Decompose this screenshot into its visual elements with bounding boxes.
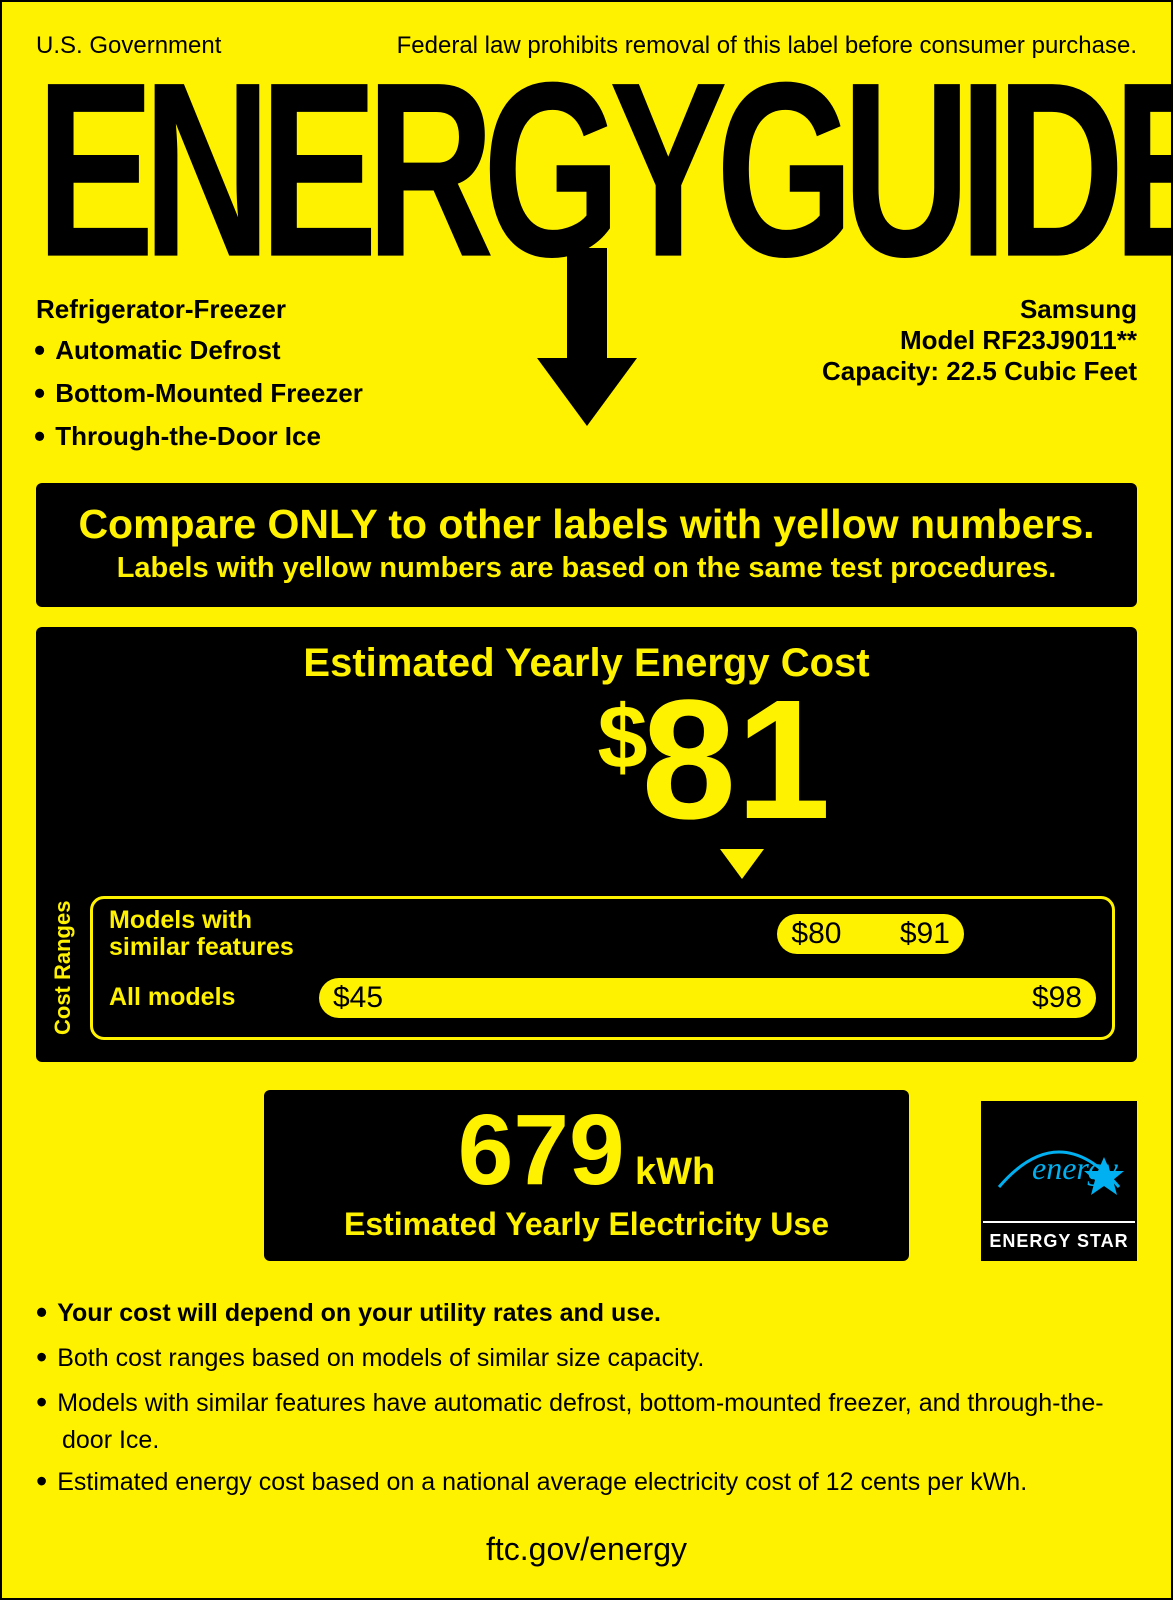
product-left: Refrigerator-Freezer Automatic Defrost B… xyxy=(36,294,363,459)
cost-pointer-icon xyxy=(720,849,764,879)
product-features: Automatic Defrost Bottom-Mounted Freezer… xyxy=(36,329,363,459)
range-bar-area-similar: $80 $91 xyxy=(319,914,1096,954)
dollar-sign: $ xyxy=(598,688,648,788)
range-row-all: All models $45 $98 xyxy=(109,971,1096,1025)
kwh-unit: kWh xyxy=(635,1151,715,1193)
energy-star-badge: energy ENERGY STAR xyxy=(981,1101,1137,1261)
range-similar-low: $80 xyxy=(791,917,841,951)
kwh-row: 679 kWh Estimated Yearly Electricity Use… xyxy=(36,1090,1137,1261)
energyguide-label: U.S. Government Federal law prohibits re… xyxy=(0,0,1173,1600)
range-label-similar: Models with similar features xyxy=(109,907,319,960)
kwh-value: 679 xyxy=(458,1094,625,1206)
ftc-link: ftc.gov/energy xyxy=(36,1531,1137,1568)
footnotes-list: Your cost will depend on your utility ra… xyxy=(36,1291,1137,1504)
logo-wrap: ENERGYGUIDE xyxy=(36,68,1137,214)
kwh-line: 679 kWh xyxy=(344,1100,829,1200)
cost-number: 81 xyxy=(642,665,831,855)
kwh-sub: Estimated Yearly Electricity Use xyxy=(344,1206,829,1243)
kwh-box: 679 kWh Estimated Yearly Electricity Use xyxy=(264,1090,909,1261)
feature-item: Automatic Defrost xyxy=(60,329,363,372)
compare-line1: Compare ONLY to other labels with yellow… xyxy=(56,501,1117,548)
product-model: Model RF23J9011** xyxy=(822,325,1137,356)
range-bar-all: $45 $98 xyxy=(319,978,1096,1018)
footnote-item: Both cost ranges based on models of simi… xyxy=(62,1336,1137,1379)
product-capacity: Capacity: 22.5 Cubic Feet xyxy=(822,356,1137,387)
footnotes: Your cost will depend on your utility ra… xyxy=(36,1291,1137,1504)
ranges-wrap: Cost Ranges Models with similar features… xyxy=(36,896,1137,1040)
footnote-item: Models with similar features have automa… xyxy=(62,1381,1137,1458)
footnote-item: Estimated energy cost based on a nationa… xyxy=(62,1460,1137,1503)
cost-box: Estimated Yearly Energy Cost $81 Cost Ra… xyxy=(36,627,1137,1062)
range-all-low: $45 xyxy=(333,981,383,1015)
range-row-similar: Models with similar features $80 $91 xyxy=(109,907,1096,961)
compare-box: Compare ONLY to other labels with yellow… xyxy=(36,483,1137,607)
range-bar-area-all: $45 $98 xyxy=(319,978,1096,1018)
range-label-all: All models xyxy=(109,984,319,1010)
ranges-side-label: Cost Ranges xyxy=(44,896,82,1040)
footnote-item: Your cost will depend on your utility ra… xyxy=(62,1291,1137,1334)
compare-line2: Labels with yellow numbers are based on … xyxy=(56,552,1117,585)
feature-item: Through-the-Door Ice xyxy=(60,415,363,458)
energy-star-top: energy xyxy=(983,1103,1135,1221)
range-bar-similar: $80 $91 xyxy=(777,914,963,954)
product-right: Samsung Model RF23J9011** Capacity: 22.5… xyxy=(822,294,1137,459)
feature-item: Bottom-Mounted Freezer xyxy=(60,372,363,415)
range-all-high: $98 xyxy=(1032,981,1082,1015)
energy-star-label: ENERGY STAR xyxy=(983,1221,1135,1260)
yearly-cost-value: $81 xyxy=(598,675,831,845)
energyguide-logo: ENERGYGUIDE xyxy=(36,68,1137,272)
energy-star-icon: energy xyxy=(984,1107,1134,1217)
range-similar-high: $91 xyxy=(900,917,950,951)
ranges-inner: Models with similar features $80 $91 All… xyxy=(90,896,1115,1040)
arrow-down-icon xyxy=(532,248,642,428)
cost-title: Estimated Yearly Energy Cost xyxy=(36,641,1137,686)
